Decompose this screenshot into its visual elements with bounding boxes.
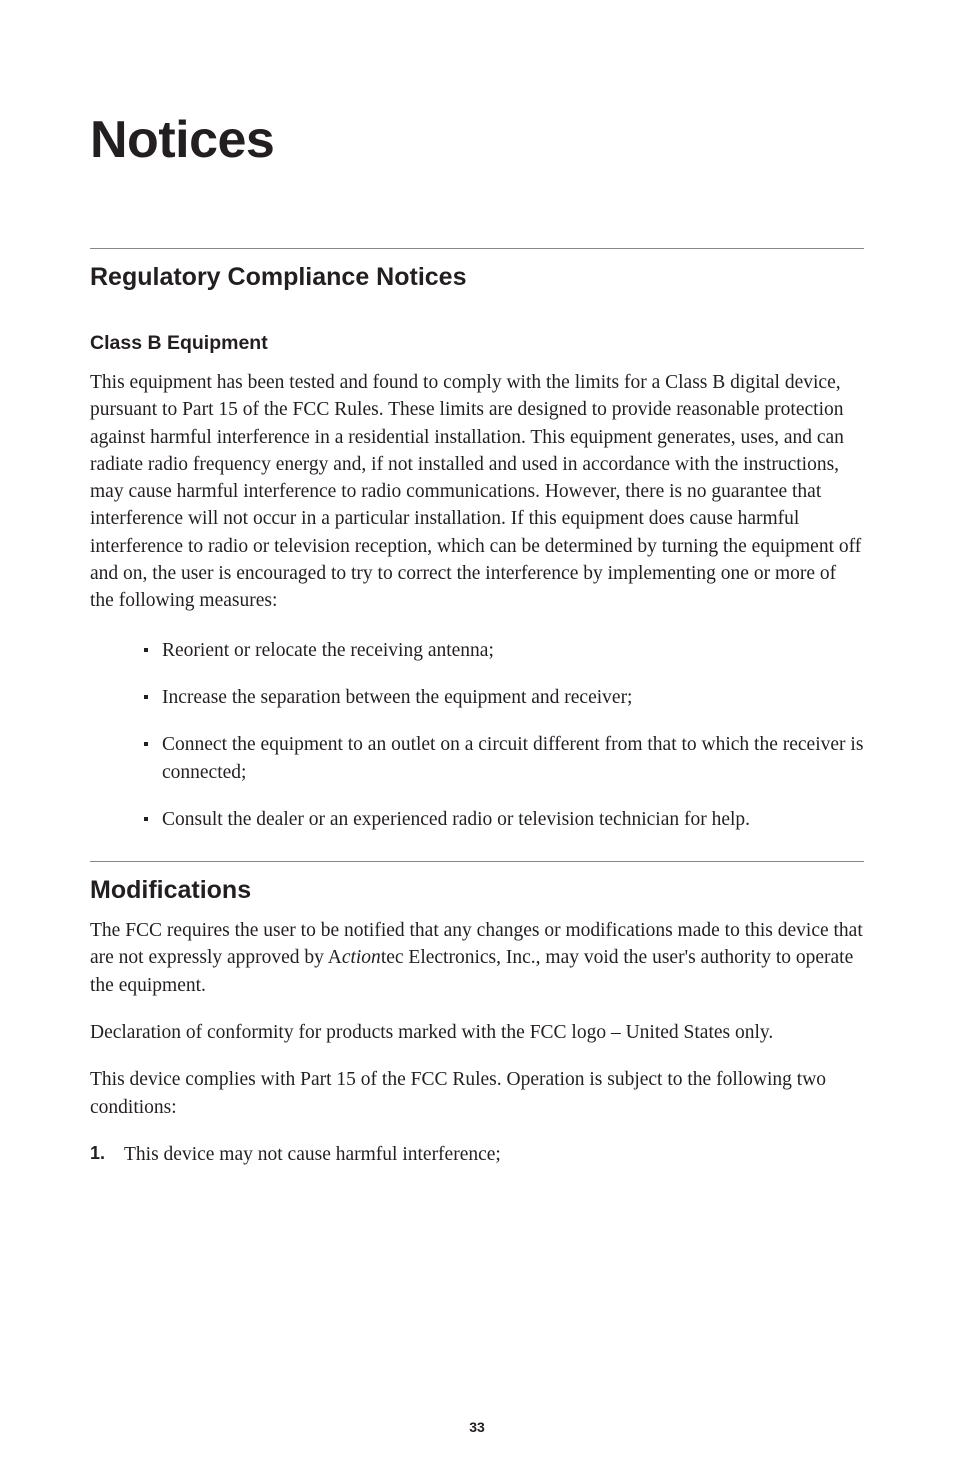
body-class-b: This equipment has been tested and found…	[90, 369, 864, 615]
number-label: 1.	[90, 1141, 124, 1168]
divider	[90, 248, 864, 249]
body-modifications-3: This device complies with Part 15 of the…	[90, 1066, 864, 1121]
numbered-text: This device may not cause harmful interf…	[124, 1141, 501, 1168]
page-number: 33	[0, 1419, 954, 1435]
section-heading-modifications: Modifications	[90, 876, 864, 905]
bullet-list-measures: Reorient or relocate the receiving anten…	[90, 637, 864, 833]
body-modifications-1: The FCC requires the user to be notified…	[90, 917, 864, 999]
body-modifications-2: Declaration of conformity for products m…	[90, 1019, 864, 1046]
list-item: Consult the dealer or an experienced rad…	[144, 806, 864, 833]
body-text-italic: ction	[342, 947, 381, 968]
divider	[90, 861, 864, 862]
section-heading-regulatory: Regulatory Compliance Notices	[90, 263, 864, 292]
subheading-class-b: Class B Equipment	[90, 332, 864, 355]
numbered-item-1: 1. This device may not cause harmful int…	[90, 1141, 864, 1168]
page-title: Notices	[90, 110, 864, 170]
list-item: Connect the equipment to an outlet on a …	[144, 731, 864, 786]
list-item: Increase the separation between the equi…	[144, 684, 864, 711]
list-item: Reorient or relocate the receiving anten…	[144, 637, 864, 664]
